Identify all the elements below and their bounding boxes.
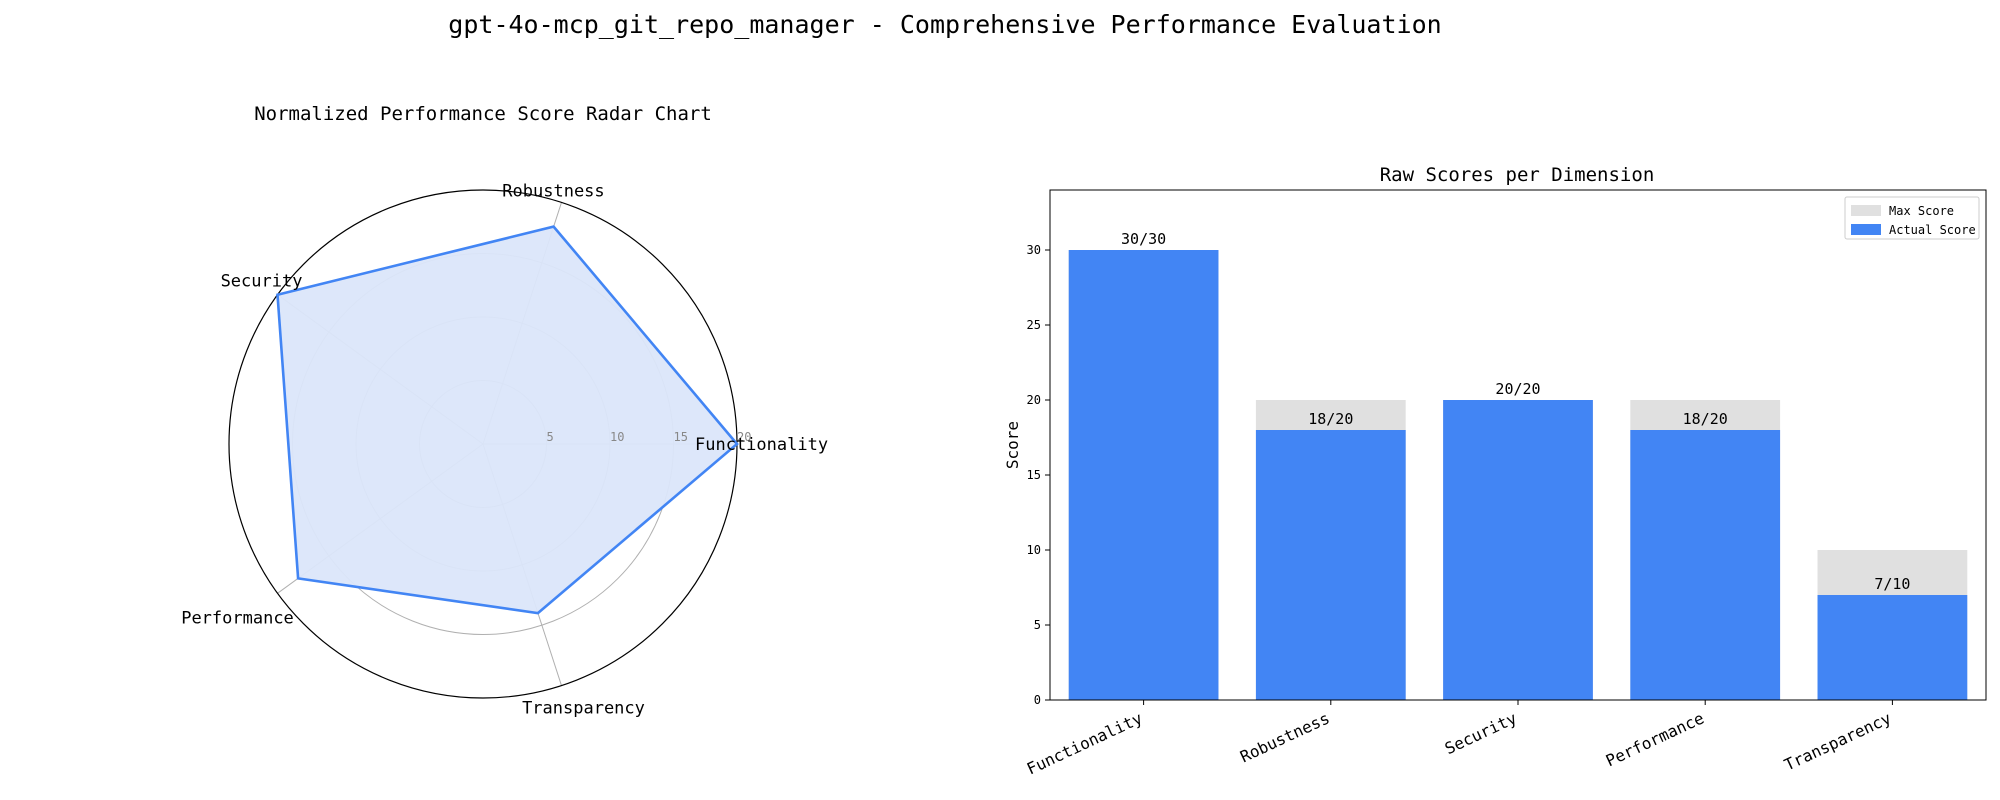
radar-tick-label: 10 — [610, 430, 624, 444]
y-tick-label: 10 — [1027, 543, 1041, 557]
x-tick-label-robustness: Robustness — [1237, 708, 1332, 766]
y-tick-label: 20 — [1027, 393, 1041, 407]
radar-chart: Normalized Performance Score Radar Chart… — [181, 103, 828, 719]
bar-chart: Raw Scores per Dimension Score 30/30 18/2… — [1003, 164, 1987, 779]
x-tick-label-functionality: Functionality — [1024, 708, 1146, 778]
radar-tick-label: 5 — [547, 430, 554, 444]
y-tick-label: 30 — [1027, 243, 1041, 257]
radar-title: Normalized Performance Score Radar Chart — [254, 103, 712, 125]
data-label-performance: 18/20 — [1683, 410, 1728, 428]
legend-swatch-actual-score — [1851, 224, 1881, 235]
bar-marks: 30/30 18/20 20/20 18/20 7/10 — [1068, 230, 1968, 700]
x-tick-label-transparency: Transparency — [1781, 708, 1894, 774]
y-axis-label: Score — [1003, 421, 1022, 469]
x-tick-label-performance: Performance — [1603, 708, 1707, 770]
actual-score-bar-robustness — [1255, 430, 1406, 700]
radar-axis-label-robustness: Robustness — [502, 181, 604, 201]
radar-tick-label: 15 — [674, 430, 688, 444]
actual-score-bar-functionality — [1068, 250, 1219, 700]
actual-score-bar-security — [1443, 400, 1593, 700]
radar-line — [276, 225, 739, 615]
data-label-robustness: 18/20 — [1308, 410, 1353, 428]
figure-title: gpt-4o-mcp_git_repo_manager - Comprehens… — [448, 10, 1441, 39]
x-tick-label-security: Security — [1442, 708, 1520, 758]
radar-axis-label-transparency: Transparency — [522, 699, 645, 719]
radar-series — [276, 225, 739, 615]
data-label-functionality: 30/30 — [1121, 230, 1166, 248]
legend-label-actual-score: Actual Score — [1889, 223, 1976, 237]
radar-axis-label-performance: Performance — [181, 608, 294, 628]
y-tick-label: 5 — [1034, 618, 1041, 632]
y-tick-label: 25 — [1027, 318, 1041, 332]
legend-swatch-max-score — [1851, 205, 1881, 216]
data-label-transparency: 7/10 — [1874, 575, 1910, 593]
radar-tick-label: 20 — [737, 430, 751, 444]
radar-axis-label-functionality: Functionality — [695, 435, 828, 455]
radar-area — [277, 226, 737, 614]
legend-label-max-score: Max Score — [1889, 204, 1954, 218]
bar-title: Raw Scores per Dimension — [1380, 164, 1655, 186]
legend: Max Score Actual Score — [1844, 196, 1980, 240]
y-tick-label: 0 — [1034, 693, 1041, 707]
actual-score-bar-transparency — [1817, 595, 1968, 700]
actual-score-bar-performance — [1630, 430, 1781, 700]
radar-axis-label-security: Security — [221, 272, 303, 292]
y-tick-label: 15 — [1027, 468, 1041, 482]
data-label-security: 20/20 — [1495, 380, 1540, 398]
